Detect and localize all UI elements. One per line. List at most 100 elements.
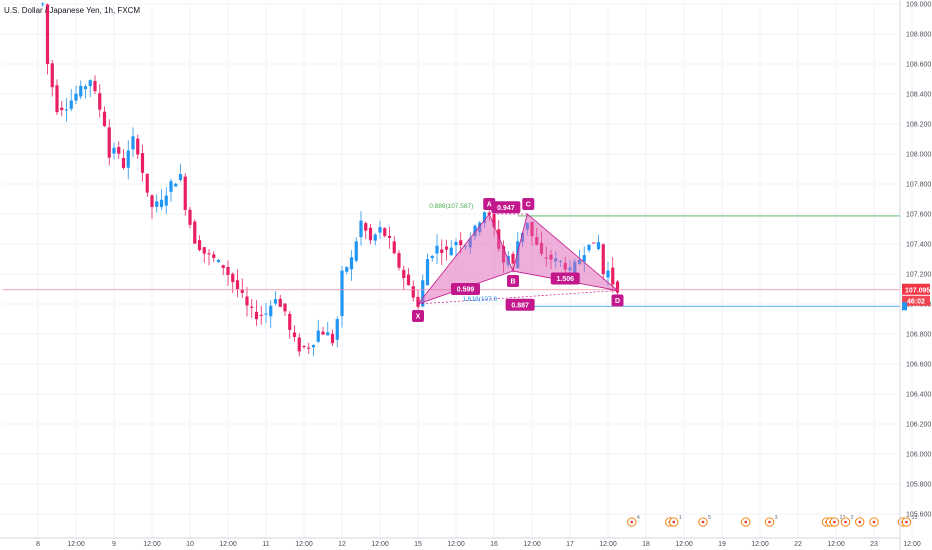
candle-down — [368, 227, 373, 241]
harmonic-pattern[interactable]: X A B C D 0.599 0.947 1.506 0.887 0.886(107.587) 1… — [412, 198, 624, 322]
price-tick-label: 106.600 — [906, 362, 931, 369]
pattern-xd-line — [417, 290, 618, 305]
candle-up — [69, 100, 73, 109]
event-count-9: 13 — [912, 515, 918, 521]
candle-up — [378, 227, 382, 233]
candle-down — [444, 246, 449, 250]
time-tick-label: 16 — [490, 541, 498, 548]
candle-up — [311, 345, 316, 348]
time-tick-label: 12:00 — [903, 541, 921, 548]
candle-down — [288, 313, 292, 330]
event-dot-icon — [872, 520, 876, 524]
pattern-point-x: X — [416, 314, 421, 321]
time-tick-label: 9 — [112, 541, 116, 548]
candle-up — [482, 212, 487, 223]
pattern-point-d: D — [615, 298, 620, 305]
price-tick-label: 107.400 — [906, 242, 931, 249]
candle-up — [449, 247, 453, 256]
grid-lines — [2, 3, 913, 538]
candle-down — [145, 173, 149, 193]
time-axis[interactable]: 8 12:00 9 12:00 10 12:00 11 12:00 12 12:00 15 12:00… — [0, 537, 932, 548]
candle-down — [397, 253, 401, 268]
candle-down — [136, 138, 140, 155]
pattern-ratio-2-bg — [550, 272, 580, 285]
event-count-5: 21 — [840, 515, 846, 521]
event-count-1: 1 — [679, 515, 682, 521]
candle-down — [50, 63, 54, 88]
candle-down — [592, 242, 596, 244]
last-price-label: 107.095 — [905, 287, 930, 294]
candle-up — [41, 3, 45, 5]
time-tick-label: 8 — [36, 541, 40, 548]
event-count-0: 4 — [637, 515, 640, 521]
candle-up — [126, 150, 130, 168]
candle-up — [216, 259, 221, 263]
candle-down — [297, 337, 301, 352]
candle-down — [55, 85, 59, 113]
candle-up — [606, 270, 610, 278]
price-tick-label: 108.200 — [906, 122, 931, 129]
pattern-point-x-bg — [412, 310, 424, 322]
candle-up — [425, 259, 430, 286]
candle-down — [302, 346, 306, 348]
candle-up — [83, 86, 88, 90]
event-dot-icon — [768, 520, 771, 524]
chart-title: U.S. Dollar / Japanese Yen, 1h, FXCM — [4, 6, 140, 15]
candle-down — [459, 240, 463, 246]
candle-down — [121, 158, 126, 168]
candle-up — [131, 136, 135, 150]
candle-down — [492, 214, 496, 228]
price-tick-label: 105.600 — [906, 512, 931, 519]
event-dot-icon — [844, 520, 847, 524]
candle-down — [107, 127, 111, 158]
time-tick-label: 12:00 — [675, 541, 693, 548]
time-tick-label: 12:00 — [751, 541, 769, 548]
price-tick-label: 106.800 — [906, 332, 931, 339]
candle-down — [207, 253, 211, 255]
fib-text-1: 1.618(107.0 — [462, 296, 497, 303]
time-tick-label: 12:00 — [827, 541, 845, 548]
candle-up — [373, 234, 377, 241]
candle-down — [601, 244, 605, 275]
candle-down — [188, 209, 192, 225]
candle-up — [326, 332, 330, 336]
candle-down — [383, 228, 387, 236]
candle-down — [98, 93, 102, 110]
candle-down — [292, 332, 297, 337]
time-tick-label: 12:00 — [67, 541, 85, 548]
candle-down — [240, 289, 244, 293]
candle-down — [406, 274, 411, 286]
event-dot-icon — [744, 520, 748, 524]
price-tick-label: 108.400 — [906, 92, 931, 99]
candle-down — [416, 296, 420, 307]
price-tick-label: 107.800 — [906, 182, 931, 189]
time-tick-label: 12:00 — [219, 541, 237, 548]
time-tick-label: 12:00 — [523, 541, 541, 548]
pattern-point-a: A — [487, 202, 492, 209]
candle-up — [64, 109, 69, 111]
event-dot-icon — [858, 520, 862, 524]
price-axis[interactable]: 105.600 105.800 106.000 106.200 106.400 106.6… — [899, 0, 931, 550]
candle-up — [340, 270, 344, 317]
candle-down — [330, 333, 335, 344]
candle-down — [150, 195, 154, 207]
candle-up — [454, 241, 458, 246]
candle-down — [283, 303, 287, 312]
candle-down — [140, 153, 145, 173]
pattern-ratio-3-bg — [505, 298, 535, 311]
price-tick-label: 106.000 — [906, 452, 931, 459]
candle-up — [178, 174, 183, 180]
candle-down — [226, 266, 230, 275]
candle-up — [269, 305, 273, 317]
candle-down — [197, 240, 202, 251]
candle-down — [183, 176, 187, 210]
countdown-label: 46:02 — [907, 298, 925, 305]
blue-level-axis-marker — [902, 302, 907, 311]
pattern-point-c-bg — [522, 198, 535, 210]
event-dot-icon — [672, 520, 676, 524]
price-tick-label: 106.200 — [906, 422, 931, 429]
time-tick-label: 19 — [718, 541, 726, 548]
event-count-6: 2 — [851, 515, 854, 521]
candle-up — [335, 319, 339, 340]
